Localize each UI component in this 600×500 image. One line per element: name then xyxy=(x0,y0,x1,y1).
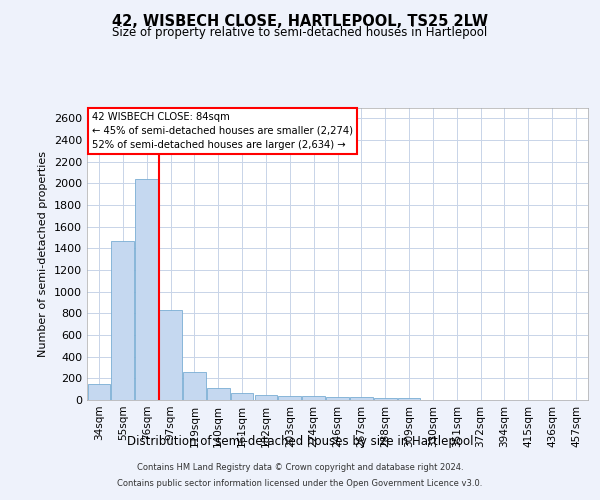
Bar xyxy=(88,384,110,400)
Bar xyxy=(326,396,349,400)
Bar xyxy=(136,179,158,400)
Text: Contains HM Land Registry data © Crown copyright and database right 2024.: Contains HM Land Registry data © Crown c… xyxy=(137,464,463,472)
Text: Size of property relative to semi-detached houses in Hartlepool: Size of property relative to semi-detach… xyxy=(112,26,488,39)
Bar xyxy=(278,396,301,400)
Y-axis label: Number of semi-detached properties: Number of semi-detached properties xyxy=(38,151,49,357)
Text: Distribution of semi-detached houses by size in Hartlepool: Distribution of semi-detached houses by … xyxy=(127,434,473,448)
Bar xyxy=(302,396,325,400)
Bar xyxy=(112,241,134,400)
Bar xyxy=(231,393,253,400)
Bar xyxy=(207,388,230,400)
Bar xyxy=(183,372,206,400)
Text: 42 WISBECH CLOSE: 84sqm
← 45% of semi-detached houses are smaller (2,274)
52% of: 42 WISBECH CLOSE: 84sqm ← 45% of semi-de… xyxy=(92,112,353,150)
Bar xyxy=(159,310,182,400)
Bar xyxy=(374,398,397,400)
Bar xyxy=(350,397,373,400)
Text: 42, WISBECH CLOSE, HARTLEPOOL, TS25 2LW: 42, WISBECH CLOSE, HARTLEPOOL, TS25 2LW xyxy=(112,14,488,29)
Bar xyxy=(254,396,277,400)
Text: Contains public sector information licensed under the Open Government Licence v3: Contains public sector information licen… xyxy=(118,478,482,488)
Bar xyxy=(398,398,421,400)
